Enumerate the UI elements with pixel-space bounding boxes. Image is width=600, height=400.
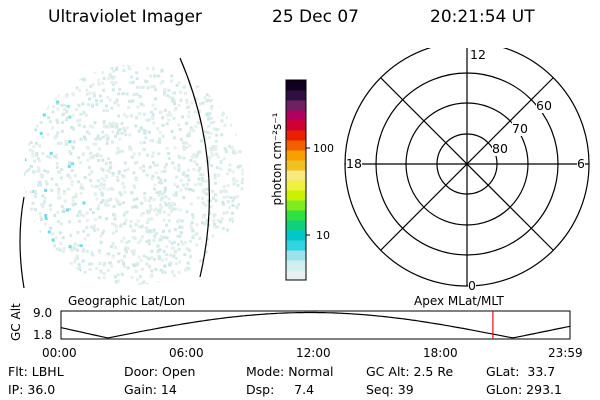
xtick-0000: 00:00 bbox=[42, 346, 77, 360]
colorbar-stripe bbox=[286, 100, 306, 111]
info-glon: GLon: 293.1 bbox=[486, 382, 562, 397]
uv-earth-image bbox=[19, 57, 244, 289]
info-mode: Mode: Normal bbox=[246, 364, 334, 379]
timeline-frame bbox=[60, 310, 571, 340]
xtick-1200: 12:00 bbox=[296, 346, 331, 360]
info-ip: IP: 36.0 bbox=[8, 382, 56, 397]
info-door: Door: Open bbox=[124, 364, 196, 379]
earth-limb-arc-right bbox=[179, 57, 210, 278]
xtick-1800: 18:00 bbox=[423, 346, 458, 360]
colorbar-stripe bbox=[286, 150, 306, 161]
mlat-label-60: 60 bbox=[536, 98, 552, 113]
colorbar-stripe bbox=[286, 140, 306, 151]
info-glat: GLat: 33.7 bbox=[486, 364, 556, 379]
colorbar-stripe bbox=[286, 130, 306, 141]
colorbar-tick-100: 100 bbox=[313, 142, 334, 155]
info-gc-alt: GC Alt: 2.5 Re bbox=[366, 364, 454, 379]
colorbar-stripe bbox=[286, 160, 306, 171]
mlt-label-18: 18 bbox=[346, 156, 362, 171]
mlt-label-0: 0 bbox=[468, 278, 476, 293]
info-dsp: Dsp: 7.4 bbox=[246, 382, 315, 397]
altitude-timeline-plot bbox=[60, 310, 571, 340]
colorbar-tick-10: 10 bbox=[316, 229, 330, 242]
mlt-label-6: 6 bbox=[577, 156, 585, 171]
colorbar-unit-label: photon cm⁻²s⁻¹ bbox=[270, 112, 284, 206]
colorbar bbox=[285, 79, 310, 281]
polar-mlat-mlt-grid bbox=[344, 48, 590, 287]
timeline-ylabel: GC Alt bbox=[9, 303, 23, 341]
timeline-ytick-9: 9.0 bbox=[33, 306, 53, 320]
timeline-left-label: Geographic Lat/Lon bbox=[68, 294, 186, 308]
colorbar-stripe bbox=[286, 80, 306, 91]
date-label: 25 Dec 07 bbox=[272, 7, 359, 27]
colorbar-stripe bbox=[286, 170, 306, 181]
mlat-label-70: 70 bbox=[512, 121, 528, 136]
xtick-0600: 06:00 bbox=[169, 346, 204, 360]
timeline-right-label: Apex MLat/MLT bbox=[414, 294, 504, 308]
colorbar-stripe bbox=[286, 180, 306, 191]
aurora-emission-pixels bbox=[24, 65, 244, 285]
colorbar-stripe bbox=[286, 210, 306, 221]
colorbar-stripe bbox=[286, 90, 306, 101]
xtick-2359: 23:59 bbox=[548, 346, 583, 360]
polar-line-diag2 bbox=[380, 77, 554, 251]
altitude-curve bbox=[60, 311, 571, 339]
colorbar-stripe bbox=[286, 120, 306, 131]
colorbar-stripe bbox=[286, 230, 306, 241]
timeline-ytick-1-8: 1.8 bbox=[33, 328, 53, 342]
colorbar-stripe bbox=[286, 220, 306, 231]
earth-limb-arc-left bbox=[19, 196, 25, 289]
info-gain: Gain: 14 bbox=[124, 382, 177, 397]
colorbar-stripe bbox=[286, 200, 306, 211]
colorbar-stripe bbox=[286, 110, 306, 121]
time-label: 20:21:54 UT bbox=[430, 7, 535, 27]
colorbar-stripe bbox=[286, 270, 306, 281]
info-filter: Flt: LBHL bbox=[8, 364, 64, 379]
colorbar-stripe bbox=[286, 260, 306, 271]
mlt-label-12: 12 bbox=[470, 47, 486, 62]
colorbar-stripe bbox=[286, 190, 306, 201]
colorbar-stripe bbox=[286, 240, 306, 251]
info-seq: Seq: 39 bbox=[366, 382, 414, 397]
colorbar-stripe bbox=[286, 250, 306, 261]
mlat-label-80: 80 bbox=[492, 141, 508, 156]
instrument-title: Ultraviolet Imager bbox=[48, 7, 202, 27]
